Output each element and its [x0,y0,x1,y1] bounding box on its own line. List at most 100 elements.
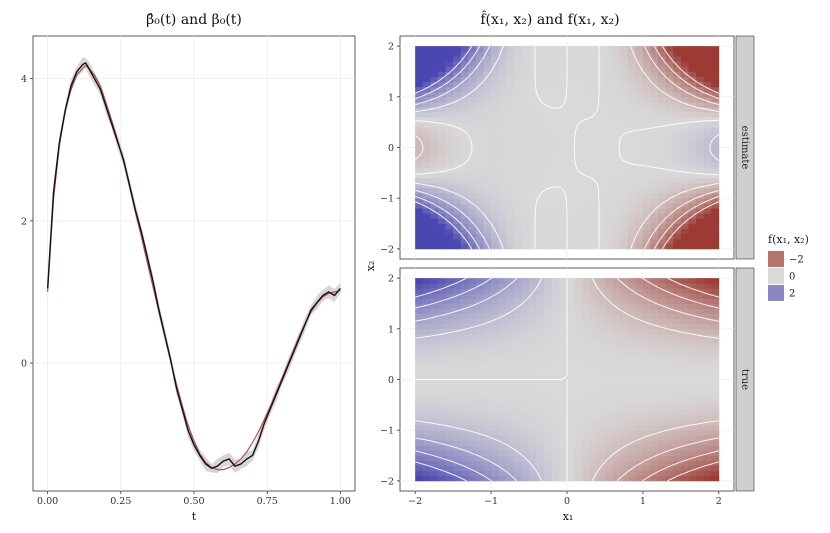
heat-cell [582,399,591,406]
contour-level [661,45,720,250]
heat-cell [567,303,575,309]
heat-cell [696,117,705,123]
heat-cell [521,51,530,57]
heat-cell [635,218,644,224]
heat-cell [696,404,705,411]
heat-cell [642,106,651,113]
heat-cell [650,364,659,370]
heat-cell [536,465,545,472]
heat-cell [680,122,689,128]
heat-cell [696,455,705,461]
heat-cell [544,303,553,309]
heat-cell [445,303,454,309]
heat-cell [544,384,553,391]
heat-cell [711,81,720,88]
heat-cell [703,142,712,148]
heat-cell [627,404,636,411]
heat-cell [559,298,568,304]
heat-cell [567,389,575,396]
heat-cell [574,112,583,118]
heat-cell [567,142,575,148]
heat-cell [430,470,439,477]
heat-cell [453,379,462,385]
heat-cell [529,450,538,456]
heat-cell [491,243,500,250]
heat-cell [483,122,492,128]
heat-cell [544,152,553,159]
heat-cell [445,137,454,143]
heat-cell [711,46,720,52]
heat-cell [422,218,431,224]
heat-cell [589,106,598,113]
heat-cell [483,344,492,350]
heat-cell [498,369,507,375]
heat-cell [551,440,560,446]
heat-cell [589,162,598,169]
heat-cell [574,283,583,289]
heat-cell [604,172,613,179]
heat-cell [612,96,621,103]
heat-cell [688,46,697,52]
heat-cell [415,323,424,330]
heat-cell [460,344,469,350]
heat-cell [696,313,705,320]
heat-cell [422,208,431,214]
heat-cell [574,369,583,375]
heat-cell [680,369,689,375]
heat-cell [551,323,560,330]
heat-cell [422,308,431,315]
heat-cell [437,132,446,138]
heat-cell [582,213,591,219]
heat-cell [437,157,446,164]
right-x-ticks: −2 −1 0 1 2 [408,491,722,507]
heat-cell [650,112,659,118]
heat-cell [453,127,462,133]
heat-cell [680,112,689,118]
heat-cell [635,157,644,164]
heat-cell [536,283,545,289]
heat-cell [430,354,439,360]
heat-cell [430,223,439,229]
heat-cell [574,313,583,320]
heat-cell [506,399,515,406]
heat-cell [468,470,477,477]
heat-cell [665,344,674,350]
heat-cell [574,460,583,467]
heat-cell [673,182,682,189]
heat-cell [650,399,659,406]
heat-cell [437,46,446,52]
heat-cell [460,389,469,396]
heat-cell [650,349,659,355]
heat-cell [658,338,667,345]
heat-cell [688,404,697,411]
heat-cell [696,435,705,441]
heat-cell [673,369,682,375]
heat-cell [612,71,621,77]
heat-cell [430,344,439,350]
heat-cell [658,475,667,482]
heat-cell [589,193,598,199]
heat-cell [627,162,636,169]
heat-cell [635,460,644,467]
heat-cell [711,379,720,385]
heat-cell [506,470,515,477]
heat-cell [483,470,492,477]
heat-cell [589,56,598,62]
heat-cell [604,475,613,482]
heat-cell [627,213,636,219]
heat-cell [437,293,446,299]
heat-cell [642,394,651,401]
heat-cell [460,243,469,250]
heat-cell [688,112,697,118]
heat-cell [567,354,575,360]
heat-cell [415,218,424,224]
heat-cell [513,414,522,421]
heat-cell [620,283,629,289]
heat-cell [506,157,515,164]
heat-cell [475,298,484,304]
heat-cell [604,142,613,148]
heat-cell [422,233,431,240]
heat-cell [445,389,454,396]
heat-cell [445,198,454,204]
heat-cell [650,465,659,472]
